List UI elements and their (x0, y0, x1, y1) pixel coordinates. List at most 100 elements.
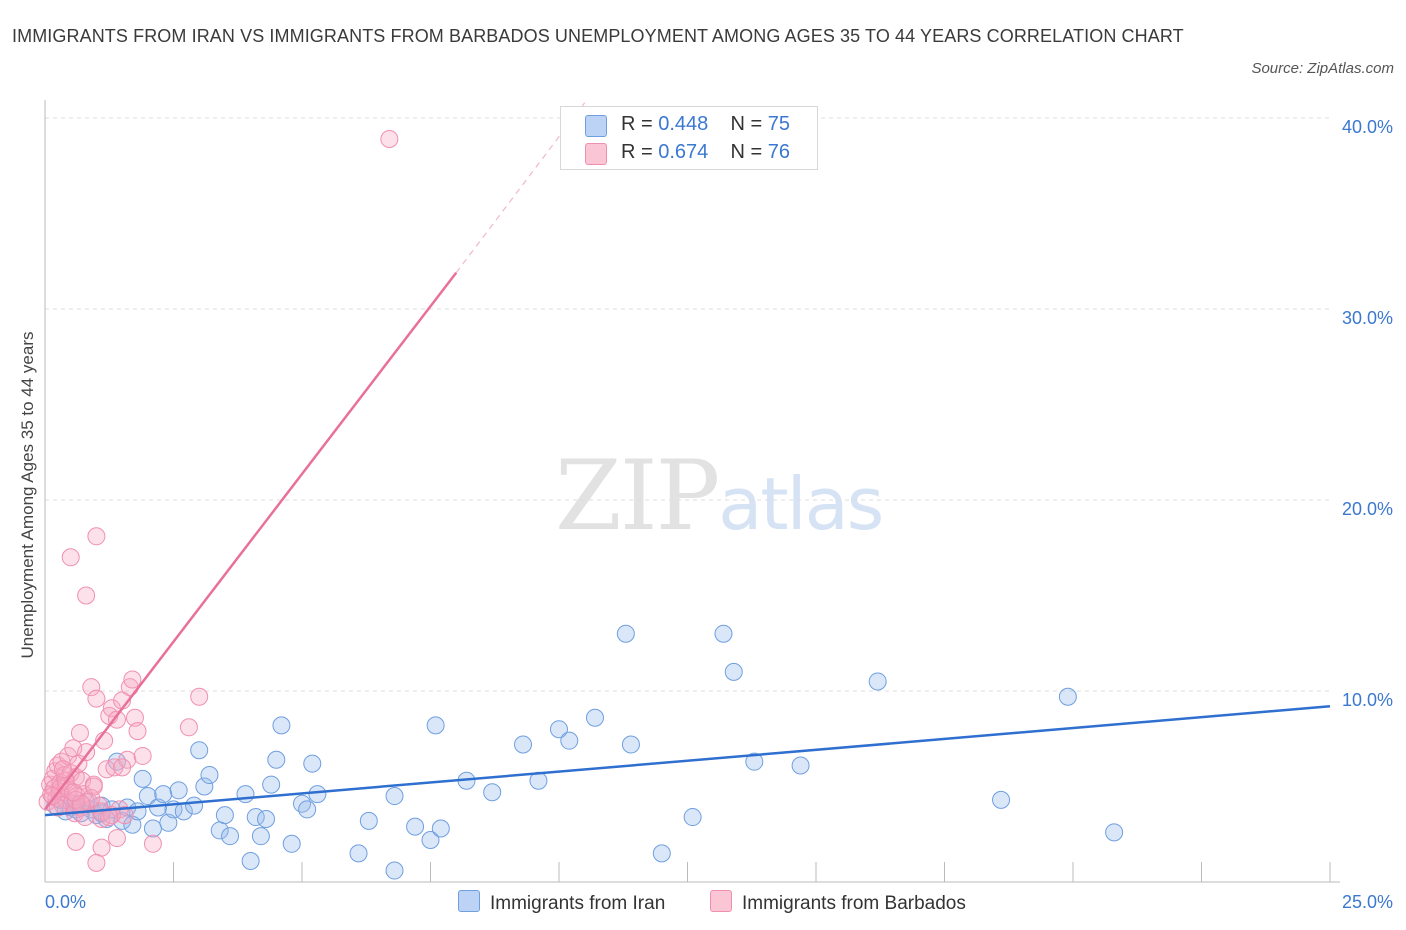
data-point-iran (251, 827, 270, 846)
bottom-legend-label-barbados: Immigrants from Barbados (742, 893, 966, 914)
trend-line-iran (44, 705, 1331, 817)
x-tick-label-min: 0.0% (45, 892, 86, 912)
data-point-barbados (115, 806, 134, 825)
y-tick-label: 20.0% (1342, 499, 1393, 519)
data-point-iran (282, 834, 301, 853)
legend-n-label-barbados: N = (730, 141, 763, 163)
data-point-iran (1058, 687, 1077, 706)
data-point-iran (215, 806, 234, 825)
y-tick-label: 30.0% (1342, 308, 1393, 328)
y-tick-label: 40.0% (1342, 117, 1393, 137)
data-point-barbados (380, 130, 399, 149)
data-point-barbados (84, 777, 103, 796)
legend-n-label-iran: N = (730, 113, 763, 135)
data-point-iran (221, 827, 240, 846)
data-point-iran (195, 777, 214, 796)
bottom-legend-iran[interactable]: Immigrants from Iran (458, 890, 665, 915)
data-point-iran (868, 672, 887, 691)
y-tick-label: 10.0% (1342, 690, 1393, 710)
data-point-iran (169, 781, 188, 800)
data-point-iran (200, 766, 219, 785)
data-point-barbados (133, 746, 152, 765)
data-point-iran (359, 811, 378, 830)
legend-r-value-iran: 0.448 (658, 113, 709, 135)
data-point-barbados (82, 678, 101, 697)
tick-labels: 10.0% 20.0% 30.0% 40.0% 0.0% 25.0% (45, 117, 1393, 912)
series-iran-points (46, 624, 1124, 880)
trend-lines (44, 102, 1331, 817)
data-point-barbados (87, 689, 106, 708)
data-point-barbados (77, 586, 96, 605)
bottom-legend-swatch-iran (458, 890, 480, 912)
data-point-iran (303, 754, 322, 773)
data-point-iran (185, 796, 204, 815)
data-point-iran (236, 785, 255, 804)
data-point-iran (683, 808, 702, 827)
data-point-iran (431, 819, 450, 838)
data-point-iran (724, 662, 743, 681)
data-point-iran (123, 815, 142, 834)
data-point-barbados (102, 699, 121, 718)
data-point-iran (262, 775, 281, 794)
data-point-barbados (107, 829, 126, 848)
data-point-barbados (61, 548, 80, 567)
data-point-barbados (87, 527, 106, 546)
data-point-iran (426, 716, 445, 735)
axes (44, 100, 1340, 883)
data-point-iran (483, 783, 502, 802)
data-point-barbados (87, 853, 106, 872)
watermark: ZIPatlas (555, 440, 884, 552)
legend-swatch-barbados (585, 143, 607, 165)
data-point-iran (293, 794, 311, 813)
legend-r-value-barbados: 0.674 (658, 141, 709, 163)
data-point-iran (621, 735, 640, 754)
data-point-iran (154, 785, 173, 804)
data-point-iran (241, 851, 260, 870)
data-point-iran (406, 817, 425, 836)
data-point-iran (143, 819, 162, 838)
data-point-barbados (107, 710, 126, 729)
data-point-barbados (92, 838, 111, 857)
data-point-iran (745, 752, 764, 771)
data-point-iran (1105, 823, 1124, 842)
correlation-legend: R = 0.448 N = 75 R = 0.674 N = 76 (560, 106, 818, 170)
data-point-iran (385, 861, 404, 880)
data-point-iran (349, 844, 368, 863)
data-point-barbados (128, 722, 147, 741)
data-point-iran (138, 787, 157, 806)
data-point-barbados (48, 798, 67, 817)
watermark-zip: ZIP (555, 440, 720, 552)
data-point-iran (257, 809, 276, 828)
data-point-barbados (123, 670, 142, 689)
data-point-iran (272, 716, 291, 735)
data-point-iran (550, 720, 568, 739)
legend-n-value-barbados: 76 (767, 141, 791, 163)
data-point-iran (616, 624, 635, 643)
data-point-barbados (66, 832, 85, 851)
x-tick-label-max: 25.0% (1342, 892, 1393, 912)
gridlines (45, 117, 1330, 692)
data-point-iran (514, 735, 533, 754)
bottom-legend-swatch-barbados (710, 890, 732, 912)
data-point-iran (421, 830, 440, 849)
data-point-iran (714, 624, 733, 643)
bottom-legend-barbados[interactable]: Immigrants from Barbados (710, 890, 966, 915)
series-barbados-points (38, 130, 399, 872)
data-point-iran (159, 813, 178, 832)
data-point-iran (560, 731, 579, 750)
data-point-iran (298, 800, 317, 819)
data-point-barbados (82, 788, 101, 807)
data-point-barbados (70, 724, 89, 743)
data-point-iran (133, 769, 152, 788)
data-point-barbados (77, 743, 96, 762)
data-point-barbados (125, 708, 144, 727)
legend-r-label-barbados: R = (621, 141, 653, 163)
data-point-iran (385, 787, 404, 806)
data-point-barbados (53, 760, 72, 779)
data-point-iran (992, 790, 1011, 809)
data-point-barbados (97, 760, 116, 779)
data-point-iran (791, 756, 810, 775)
data-point-iran (190, 741, 209, 760)
data-point-barbados (113, 758, 132, 777)
